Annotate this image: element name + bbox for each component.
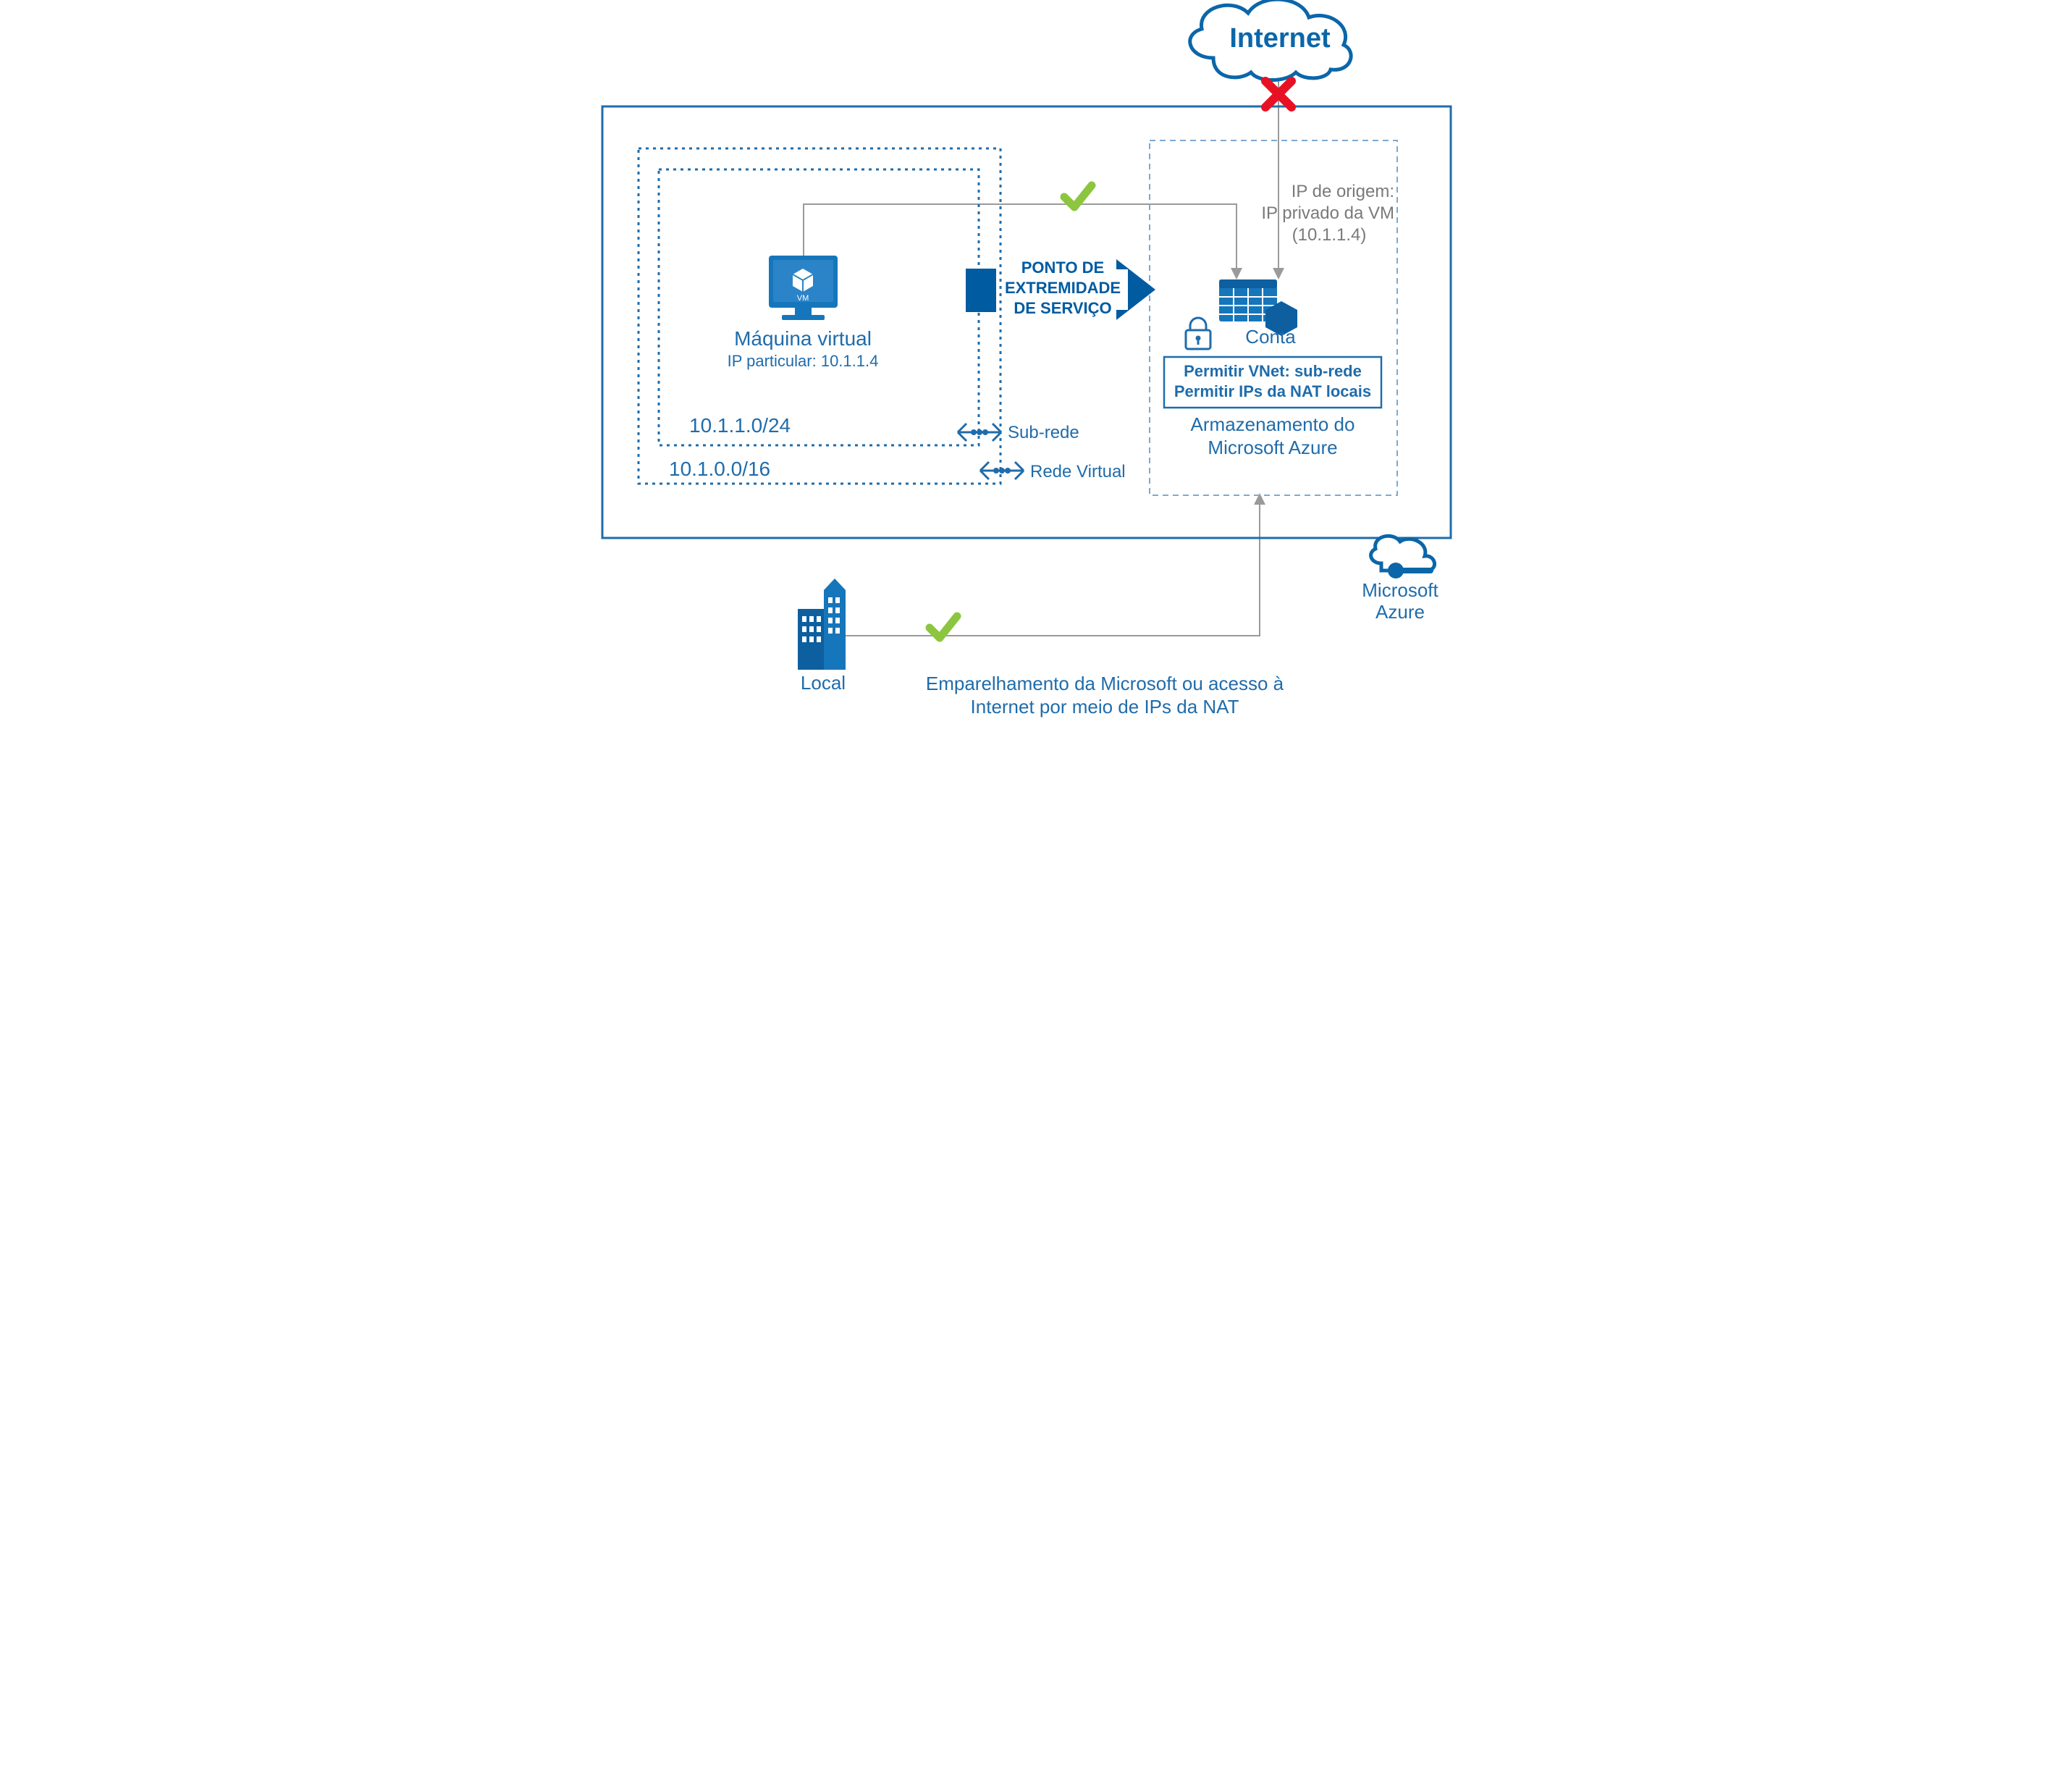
onprem-building-icon bbox=[798, 579, 846, 670]
lock-icon bbox=[1186, 318, 1210, 349]
azure-logo-line1: Microsoft bbox=[1349, 579, 1451, 601]
source-ip-line1: IP de origem: bbox=[1206, 181, 1394, 203]
vm-ip-label: IP particular: 10.1.1.4 bbox=[705, 352, 901, 371]
storage-title-line2: Microsoft Azure bbox=[1157, 436, 1389, 459]
source-ip-line2: IP privado da VM bbox=[1206, 203, 1394, 224]
azure-logo-label: Microsoft Azure bbox=[1349, 579, 1451, 623]
endpoint-line1: PONTO DE bbox=[996, 258, 1129, 278]
rules-line1: Permitir VNet: sub-rede bbox=[1164, 361, 1381, 382]
subnet-cidr: 10.1.1.0/24 bbox=[689, 414, 791, 437]
peering-line1: Emparelhamento da Microsoft ou acesso à bbox=[902, 672, 1307, 695]
azure-logo-icon bbox=[1371, 536, 1435, 579]
endpoint-line2: EXTREMIDADE bbox=[996, 278, 1129, 298]
endpoint-line3: DE SERVIÇO bbox=[996, 298, 1129, 319]
vnet-peering-icon bbox=[980, 462, 1024, 479]
diagram-stage: VM bbox=[599, 0, 1457, 747]
vm-icon: VM bbox=[769, 256, 838, 320]
vnet-cidr: 10.1.0.0/16 bbox=[669, 458, 770, 481]
firewall-rules-text: Permitir VNet: sub-rede Permitir IPs da … bbox=[1164, 361, 1381, 402]
vnet-label: Rede Virtual bbox=[1030, 462, 1126, 482]
rules-line2: Permitir IPs da NAT locais bbox=[1164, 382, 1381, 402]
vm-badge-text: VM bbox=[797, 294, 809, 303]
service-endpoint-label: PONTO DE EXTREMIDADE DE SERVIÇO bbox=[996, 258, 1129, 319]
storage-title-line1: Armazenamento do bbox=[1157, 413, 1389, 436]
subnet-label: Sub-rede bbox=[1008, 423, 1079, 443]
peering-caption: Emparelhamento da Microsoft ou acesso à … bbox=[902, 672, 1307, 718]
storage-account-label: Conta bbox=[1223, 326, 1318, 348]
storage-title: Armazenamento do Microsoft Azure bbox=[1157, 413, 1389, 459]
internet-label: Internet bbox=[1200, 23, 1360, 54]
azure-logo-line2: Azure bbox=[1349, 601, 1451, 623]
vm-title: Máquina virtual bbox=[705, 327, 901, 350]
allow-check-bottom-icon bbox=[930, 616, 957, 638]
onprem-label: Local bbox=[783, 672, 863, 694]
source-ip-text: IP de origem: IP privado da VM (10.1.1.4… bbox=[1206, 181, 1394, 246]
source-ip-line3: (10.1.1.4) bbox=[1206, 224, 1394, 246]
peering-line2: Internet por meio de IPs da NAT bbox=[902, 695, 1307, 718]
